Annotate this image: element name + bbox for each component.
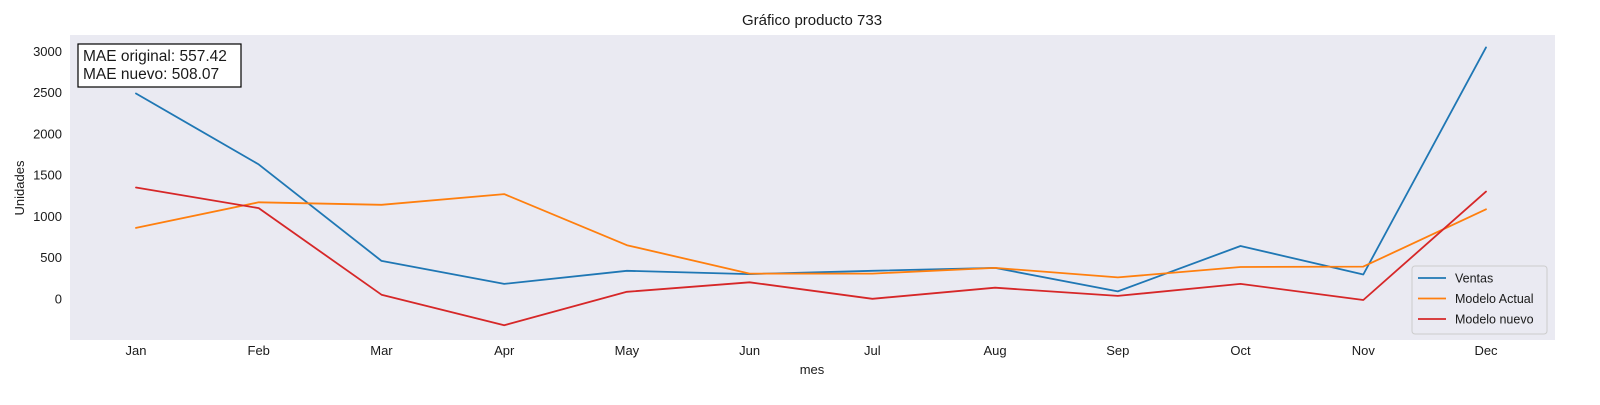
- annotation-line-original: MAE original: 557.42: [83, 48, 227, 65]
- plot-background: [70, 35, 1555, 340]
- legend: Ventas Modelo Actual Modelo nuevo: [1411, 265, 1548, 335]
- x-tick-label: Dec: [1474, 343, 1498, 358]
- legend-entry: Modelo nuevo: [1455, 313, 1534, 327]
- series-line-ventas: [135, 46, 1487, 293]
- x-tick-label: Feb: [248, 343, 270, 358]
- x-tick-label: Jul: [864, 343, 881, 358]
- series-lines: [135, 46, 1487, 327]
- legend-entry: Ventas: [1455, 272, 1493, 286]
- x-axis-ticks: Jan Feb Mar Apr May Jun Jul Aug Sep Oct Nov Dec: [126, 343, 1499, 358]
- x-tick-label: May: [615, 343, 640, 358]
- x-tick-label: Oct: [1230, 343, 1251, 358]
- y-axis-label: Unidades: [12, 160, 27, 215]
- y-tick-label: 0: [55, 291, 62, 306]
- x-tick-label: Nov: [1352, 343, 1376, 358]
- y-tick-label: 3000: [33, 44, 62, 59]
- y-tick-label: 2000: [33, 126, 62, 141]
- annotation-frame: [77, 43, 242, 88]
- mae-annotation: MAE original: 557.42 MAE nuevo: 508.07: [77, 43, 242, 88]
- x-tick-label: Mar: [370, 343, 393, 358]
- x-tick-label: Jan: [126, 343, 147, 358]
- y-tick-label: 500: [40, 250, 62, 265]
- y-tick-label: 1500: [33, 168, 62, 183]
- series-line-modelo-nuevo: [135, 186, 1487, 327]
- x-axis-label: mes: [800, 362, 825, 377]
- y-tick-label: 2500: [33, 85, 62, 100]
- x-tick-label: Aug: [984, 343, 1007, 358]
- y-axis-ticks: 0 500 1000 1500 2000 2500 3000: [33, 44, 62, 306]
- legend-frame: [1411, 265, 1548, 335]
- x-tick-label: Sep: [1106, 343, 1129, 358]
- x-tick-label: Jun: [739, 343, 760, 358]
- x-tick-label: Apr: [494, 343, 515, 358]
- annotation-line-nuevo: MAE nuevo: 508.07: [83, 66, 219, 83]
- chart-title: Gráfico producto 733: [742, 12, 882, 29]
- series-line-modelo-actual: [135, 193, 1487, 279]
- legend-entry: Modelo Actual: [1455, 292, 1534, 306]
- y-tick-label: 1000: [33, 209, 62, 224]
